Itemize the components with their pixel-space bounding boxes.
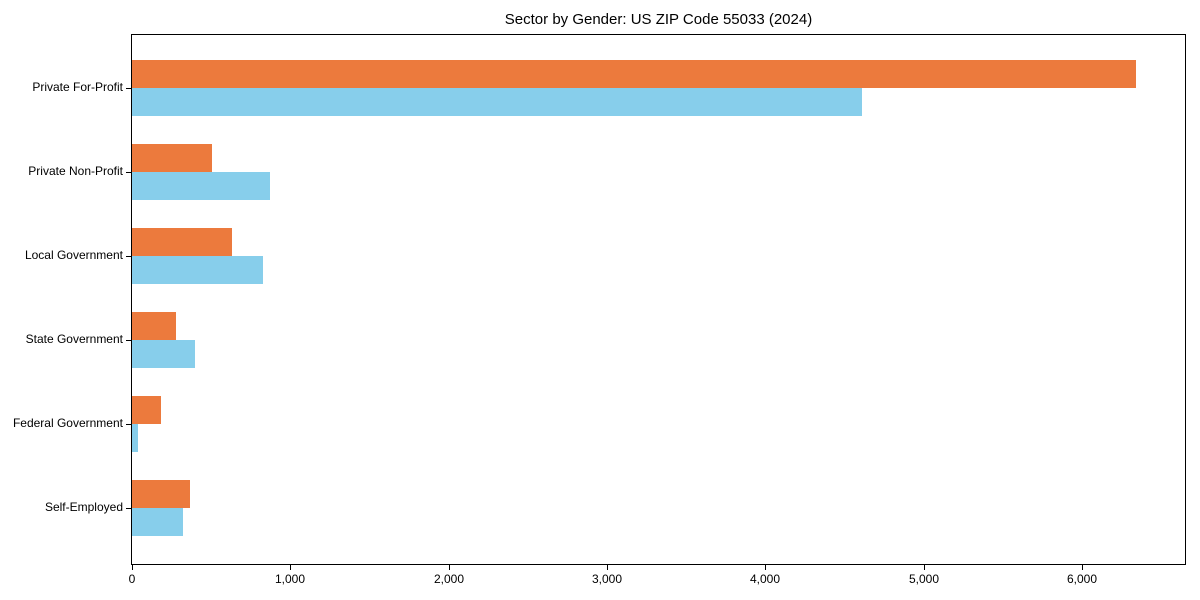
x-tick-mark-0 [132, 565, 133, 570]
plot-area: Male Female [131, 34, 1186, 565]
bar-male-3 [132, 312, 176, 340]
bar-male-2 [132, 228, 232, 256]
y-tick-label-1: Private Non-Profit [28, 164, 123, 178]
y-tick-mark-2 [126, 256, 131, 257]
bar-female-5 [132, 508, 183, 536]
x-tick-mark-3 [607, 565, 608, 570]
y-tick-mark-0 [126, 88, 131, 89]
bar-male-5 [132, 480, 190, 508]
y-tick-label-2: Local Government [24, 248, 123, 262]
x-tick-label-5: 5,000 [908, 572, 940, 586]
bar-female-3 [132, 340, 195, 368]
x-tick-mark-6 [1082, 565, 1083, 570]
x-tick-label-2: 2,000 [433, 572, 465, 586]
bar-male-1 [132, 144, 212, 172]
y-tick-label-3: State Government [25, 332, 123, 346]
bar-male-0 [132, 60, 1136, 88]
x-tick-label-3: 3,000 [591, 572, 623, 586]
bar-female-2 [132, 256, 263, 284]
y-tick-mark-1 [126, 172, 131, 173]
x-tick-label-1: 1,000 [274, 572, 306, 586]
y-tick-mark-3 [126, 340, 131, 341]
x-tick-label-0: 0 [128, 572, 136, 586]
x-tick-mark-5 [924, 565, 925, 570]
y-tick-mark-5 [126, 508, 131, 509]
chart-title: Sector by Gender: US ZIP Code 55033 (202… [504, 11, 813, 28]
x-tick-mark-2 [449, 565, 450, 570]
bar-male-4 [132, 396, 161, 424]
y-tick-mark-4 [126, 424, 131, 425]
bar-female-0 [132, 88, 862, 116]
x-tick-label-4: 4,000 [749, 572, 781, 586]
y-tick-label-0: Private For-Profit [32, 80, 123, 94]
x-tick-mark-4 [765, 565, 766, 570]
bar-female-1 [132, 172, 270, 200]
x-tick-mark-1 [290, 565, 291, 570]
y-tick-label-5: Self-Employed [44, 500, 123, 514]
y-tick-label-4: Federal Government [12, 416, 123, 430]
x-tick-label-6: 6,000 [1066, 572, 1098, 586]
bar-female-4 [132, 424, 138, 452]
